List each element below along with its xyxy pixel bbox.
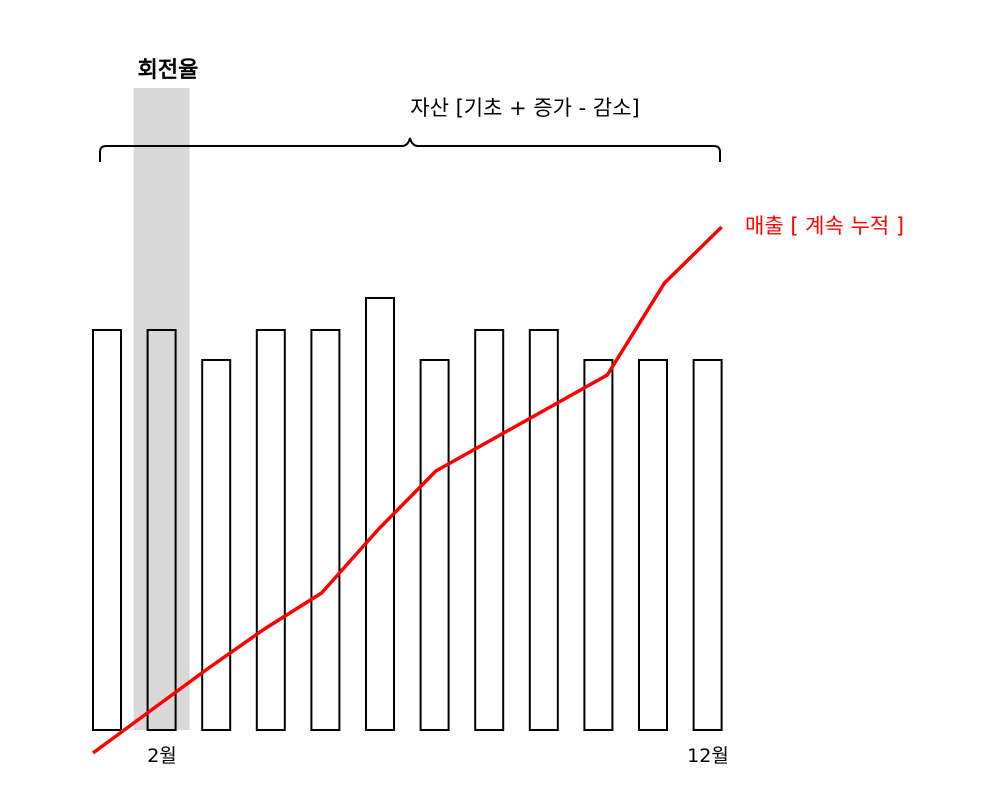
asset-bar — [201, 359, 232, 731]
asset-bar — [528, 329, 559, 731]
asset-bar — [146, 329, 177, 731]
asset-bar — [583, 359, 614, 731]
month-label-last: 12월 — [687, 745, 729, 767]
asset-bar — [692, 359, 723, 731]
asset-bars — [92, 297, 723, 731]
asset-bar — [474, 329, 505, 731]
asset-brace — [99, 137, 721, 162]
asset-bar — [638, 359, 668, 731]
asset-bar — [419, 359, 450, 731]
asset-label: 자산 [기초 + 증가 - 감소] — [410, 96, 640, 120]
month-label-first: 2월 — [147, 745, 177, 767]
turnover-label: 회전율 — [138, 58, 199, 83]
asset-bar — [92, 329, 122, 731]
asset-bar — [365, 297, 395, 731]
sales-label: 매출 [ 계속 누적 ] — [745, 214, 904, 238]
sales-line — [91, 225, 723, 755]
turnover-highlight-band — [133, 88, 190, 730]
asset-bar — [310, 329, 341, 731]
asset-bar — [255, 329, 286, 731]
